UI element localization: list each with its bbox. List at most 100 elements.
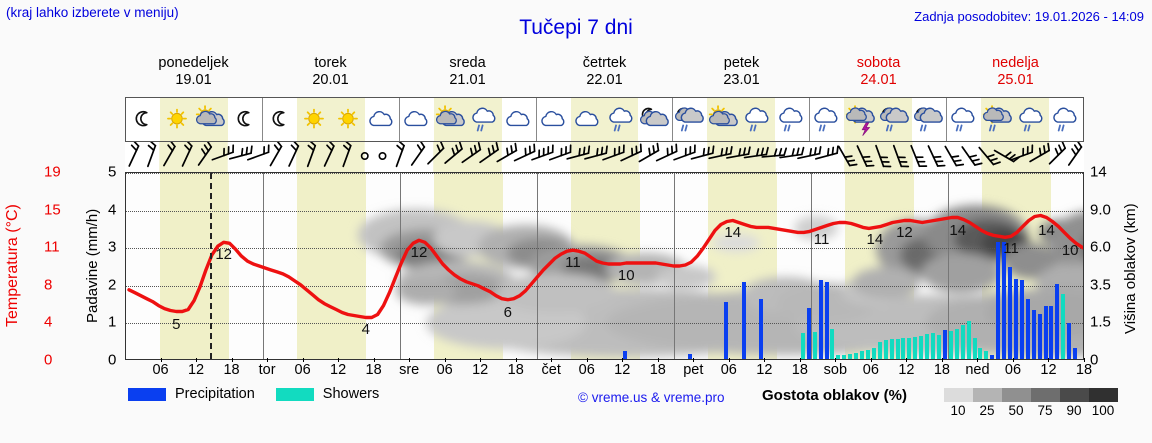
x-tick-label-17: 12 <box>756 362 773 378</box>
precip-bar-11 <box>836 354 841 359</box>
precip-bar-29 <box>942 329 947 359</box>
precip-bar-1 <box>688 354 693 359</box>
x-tick-label-21: 12 <box>898 362 915 378</box>
x-tick-mark-11 <box>551 358 553 362</box>
day-separator-3 <box>537 173 538 359</box>
day-date: 21.01 <box>449 72 486 88</box>
x-tick-label-22: 18 <box>933 362 950 378</box>
day-name: sreda <box>449 55 486 71</box>
cloud-scale-value-0: 10 <box>950 403 966 418</box>
x-tick-mark-24 <box>1012 358 1014 362</box>
temperature-label-13: 14 <box>1038 221 1055 239</box>
precip-bar-26 <box>925 334 930 359</box>
x-tick-mark-18 <box>799 358 801 362</box>
h-gridline-3 <box>126 286 1083 287</box>
sun-icon <box>296 98 331 141</box>
x-tick-mark-6 <box>373 358 375 362</box>
moon-icon <box>228 98 262 141</box>
x-tick-label-13: 12 <box>614 362 631 378</box>
cld-tick-0: 14 <box>1090 163 1107 181</box>
temperature-label-11: 14 <box>949 221 967 239</box>
sun-cloud-icon <box>193 98 228 141</box>
precip-bar-41 <box>1013 279 1018 359</box>
day-name: nedelja <box>992 55 1039 71</box>
temperature-label-5: 11 <box>565 254 581 272</box>
weather-icon-day-6 <box>947 98 1083 141</box>
daytime-band-0 <box>160 173 229 359</box>
x-tick-label-2: 18 <box>223 362 240 378</box>
cloud-rain-icon <box>467 98 502 141</box>
prec-tick-1: 4 <box>108 201 117 219</box>
precip-bar-13 <box>848 353 853 359</box>
precip-bar-3 <box>741 281 746 359</box>
precip-bar-22 <box>901 337 906 359</box>
day-name: sobota <box>856 55 901 71</box>
sun-icon <box>330 98 365 141</box>
daytime-band-1 <box>297 173 366 359</box>
cloud-icon <box>502 98 536 141</box>
precipitation-axis-title: Padavine (mm/h) <box>84 208 101 323</box>
day-date: 24.01 <box>860 72 897 88</box>
cloud-scale-box-5 <box>1089 388 1118 402</box>
x-tick-label-14: 18 <box>649 362 666 378</box>
cloud-rain-icon <box>947 98 981 141</box>
precip-bar-14 <box>854 352 859 359</box>
h-gridline-1 <box>126 211 1083 212</box>
x-tick-mark-23 <box>977 358 979 362</box>
temperature-label-8: 11 <box>813 231 830 249</box>
temperature-label-0: 5 <box>172 315 181 333</box>
prec-tick-4: 1 <box>108 313 117 331</box>
wind-barb-row <box>125 142 1084 172</box>
day-header-3: četrtek 22.01 <box>536 52 673 95</box>
day-date: 22.01 <box>586 72 623 88</box>
precip-bar-20 <box>889 339 894 359</box>
day-header-6: nedelja 25.01 <box>947 52 1084 95</box>
page-title: Tučepi 7 dni <box>519 16 633 39</box>
temperature-label-2: 4 <box>361 321 370 339</box>
precip-bar-2 <box>723 301 728 359</box>
weather-icon-day-0 <box>126 98 263 141</box>
x-tick-label-10: 18 <box>507 362 524 378</box>
temperature-labels-layer: 5 12 4 12 6 11 10 14 11 14 12 14 11 14 10 <box>126 173 1083 359</box>
cloud-density-scale-values: 10 25 50 75 90 100 <box>944 403 1124 421</box>
x-tick-label-5: 12 <box>330 362 347 378</box>
x-tick-label-9: 12 <box>472 362 489 378</box>
showers-swatch <box>275 387 314 401</box>
precip-bar-9 <box>824 281 829 359</box>
precip-bar-30 <box>948 331 953 359</box>
sun-cloud-rain-icon <box>981 98 1016 141</box>
cloud-rain-icon <box>775 98 809 141</box>
precip-bar-50 <box>1067 323 1072 359</box>
temperature-label-9: 14 <box>866 231 884 249</box>
weather-icon-day-3 <box>537 98 674 141</box>
precip-bar-34 <box>972 338 977 359</box>
cloud-rain-icon <box>604 98 639 141</box>
moon-cloud-rain-icon <box>912 98 946 141</box>
credit-link[interactable]: © vreme.us & vreme.pro <box>578 390 725 405</box>
cloud-rain-icon <box>810 98 844 141</box>
precip-bar-37 <box>990 355 995 359</box>
x-tick-label-26: 18 <box>1075 362 1093 378</box>
prec-tick-0: 5 <box>108 163 117 181</box>
cloud-scale-value-3: 75 <box>1037 403 1053 418</box>
precip-bar-19 <box>883 340 888 359</box>
cloud-scale-box-1 <box>973 388 1002 402</box>
x-tick-mark-13 <box>622 358 624 362</box>
cloud-density-scale <box>944 388 1118 402</box>
x-tick-mark-19 <box>835 358 837 362</box>
temp-tick-2: 11 <box>44 238 60 256</box>
x-tick-label-24: 06 <box>1004 362 1022 378</box>
x-tick-label-8: 06 <box>436 362 453 378</box>
cloud-scale-box-3 <box>1031 388 1060 402</box>
day-name: torek <box>314 55 347 71</box>
temperature-label-14: 10 <box>1061 242 1079 260</box>
precip-bar-44 <box>1031 310 1036 359</box>
precip-bar-39 <box>1002 241 1007 359</box>
cloud-icon <box>365 98 399 141</box>
h-gridline-2 <box>126 248 1083 249</box>
prec-tick-3: 2 <box>108 276 117 294</box>
temperature-label-3: 12 <box>410 244 428 262</box>
precip-bar-0 <box>623 350 628 359</box>
moon-icon <box>263 98 297 141</box>
